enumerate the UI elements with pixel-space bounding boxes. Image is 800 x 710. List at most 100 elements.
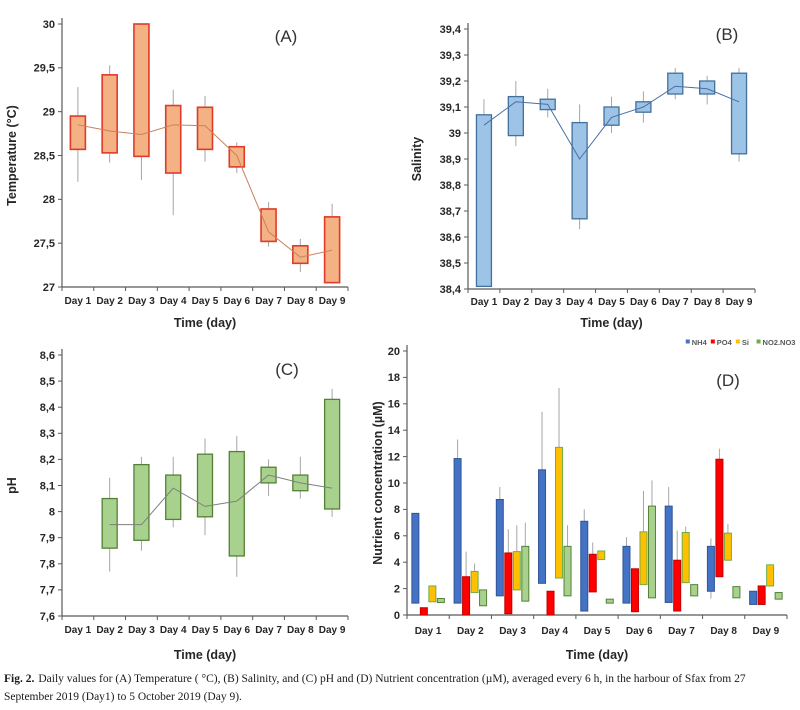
bar-PO4-day-1 — [419, 607, 428, 616]
legend-label-NO2.NO3: NO2.NO3 — [763, 338, 796, 347]
y-tick-label: 38,5 — [440, 258, 461, 270]
y-tick-label: 14 — [388, 425, 401, 437]
bar-NH4-day-1 — [411, 512, 420, 604]
bar-NO2.NO3-day-3 — [521, 545, 530, 602]
y-axis-title: pH — [5, 477, 19, 494]
box-day-2 — [101, 497, 118, 549]
x-category-label: Day 6 — [630, 297, 657, 308]
y-tick-label: 12 — [388, 451, 400, 463]
box-day-2 — [507, 95, 524, 137]
panel-A: 30 29,5 29 28,5 28 27,5 27 Day 1 Day 2 Day 3 Day 4… — [5, 18, 349, 330]
box-day-1 — [69, 115, 87, 151]
box-day-7 — [667, 72, 684, 95]
box-day-2 — [101, 74, 118, 154]
x-category-label: Day 9 — [726, 297, 753, 308]
y-tick-label: 7,6 — [40, 611, 55, 623]
bar-NO2.NO3-day-1 — [436, 598, 445, 603]
box-day-7 — [260, 208, 277, 243]
x-category-label: Day 2 — [502, 297, 529, 308]
x-category-label: Day 6 — [223, 625, 250, 636]
bar-NO2.NO3-day-5 — [605, 598, 614, 604]
x-category-label: Day 4 — [566, 297, 593, 308]
y-tick-label: 38,6 — [440, 232, 461, 244]
y-tick-label: 10 — [388, 478, 400, 490]
y-tick-label: 27,5 — [34, 238, 55, 250]
bar-PO4-day-4 — [546, 590, 555, 616]
bar-PO4-day-2 — [462, 576, 471, 616]
bar-NH4-day-2 — [453, 458, 462, 604]
x-category-label: Day 5 — [598, 297, 625, 308]
x-category-label: Day 6 — [223, 296, 250, 307]
legend-label-PO4: PO4 — [717, 338, 733, 347]
y-tick-label: 8,2 — [40, 454, 55, 466]
y-tick-label: 38,8 — [440, 180, 461, 192]
y-tick-label: 39,1 — [440, 102, 461, 114]
x-axis-title: Time (day) — [174, 316, 236, 330]
y-tick-label: 18 — [388, 372, 400, 384]
y-tick-label: 28,5 — [34, 150, 55, 162]
x-category-label: Day 4 — [160, 296, 187, 307]
y-axis-title: Temperature (°C) — [5, 105, 19, 206]
y-tick-label: 7,7 — [40, 585, 55, 597]
x-category-label: Day 5 — [192, 296, 219, 307]
box-day-9 — [730, 72, 748, 155]
y-axis-title: Nutrient concentration (µM) — [371, 401, 385, 564]
panel-letter: (C) — [275, 360, 299, 379]
legend-marker-NH4 — [685, 339, 690, 344]
y-tick-label: 0 — [394, 610, 400, 622]
panel-letter: (A) — [275, 27, 298, 46]
x-category-label: Day 2 — [457, 626, 484, 637]
x-category-label: Day 2 — [96, 625, 123, 636]
x-category-label: Day 7 — [255, 296, 282, 307]
legend-item-Si: Si — [735, 338, 749, 347]
bar-Si-day-3 — [512, 551, 521, 591]
y-tick-label: 29 — [43, 106, 55, 118]
bar-Si-day-8 — [723, 532, 732, 561]
bar-NO2.NO3-day-6 — [647, 505, 656, 599]
box-day-4 — [571, 121, 588, 220]
bar-Si-day-5 — [597, 550, 606, 561]
panel-C: 8,6 8,5 8,4 8,3 8,2 8,1 8 7,9 7,8 7,7 7,6 Day 1 Day … — [5, 349, 349, 662]
box-day-6 — [228, 145, 246, 168]
y-tick-label: 2 — [394, 583, 400, 595]
y-tick-label: 20 — [388, 346, 400, 358]
x-category-label: Day 9 — [319, 625, 346, 636]
x-category-label: Day 2 — [96, 296, 123, 307]
panel-B: 39,4 39,3 39,2 39,1 39 38,9 38,8 38,7 38,6 38,5 38… — [410, 23, 756, 330]
x-axis-title: Time (day) — [174, 648, 236, 662]
y-tick-label: 39,4 — [440, 24, 462, 36]
y-tick-label: 27 — [43, 282, 55, 294]
legend-marker-Si — [735, 339, 740, 344]
bar-PO4-day-9 — [757, 585, 766, 605]
y-axis-title: Salinity — [410, 137, 424, 182]
box-day-9 — [323, 398, 341, 510]
caption-text: Daily values for (A) Temperature ( °C), … — [4, 673, 746, 703]
x-category-label: Day 6 — [626, 626, 653, 637]
legend-item-NH4: NH4 — [685, 338, 708, 347]
y-tick-label: 8,6 — [40, 350, 55, 362]
panel-letter: (B) — [716, 25, 739, 44]
legend-marker-PO4 — [710, 339, 715, 344]
y-tick-label: 39,2 — [440, 76, 461, 88]
x-category-label: Day 8 — [694, 297, 721, 308]
x-category-label: Day 3 — [128, 296, 155, 307]
bar-NH4-day-3 — [495, 499, 504, 597]
bar-NH4-day-9 — [749, 590, 758, 605]
y-tick-label: 8,3 — [40, 428, 55, 440]
y-tick-label: 29,5 — [34, 63, 55, 75]
x-axis-title: Time (day) — [566, 648, 628, 662]
x-category-label: Day 7 — [255, 625, 282, 636]
x-category-label: Day 9 — [753, 626, 780, 637]
bar-NO2.NO3-day-4 — [563, 545, 572, 597]
x-category-label: Day 7 — [662, 297, 689, 308]
y-tick-label: 6 — [394, 531, 400, 543]
x-category-label: Day 8 — [710, 626, 737, 637]
box-day-5 — [196, 106, 214, 151]
box-day-1 — [475, 114, 493, 288]
bar-PO4-day-5 — [588, 553, 597, 593]
x-category-label: Day 3 — [128, 625, 155, 636]
box-day-4 — [165, 474, 182, 521]
box-day-8 — [292, 244, 309, 265]
y-tick-label: 8,4 — [40, 402, 56, 414]
